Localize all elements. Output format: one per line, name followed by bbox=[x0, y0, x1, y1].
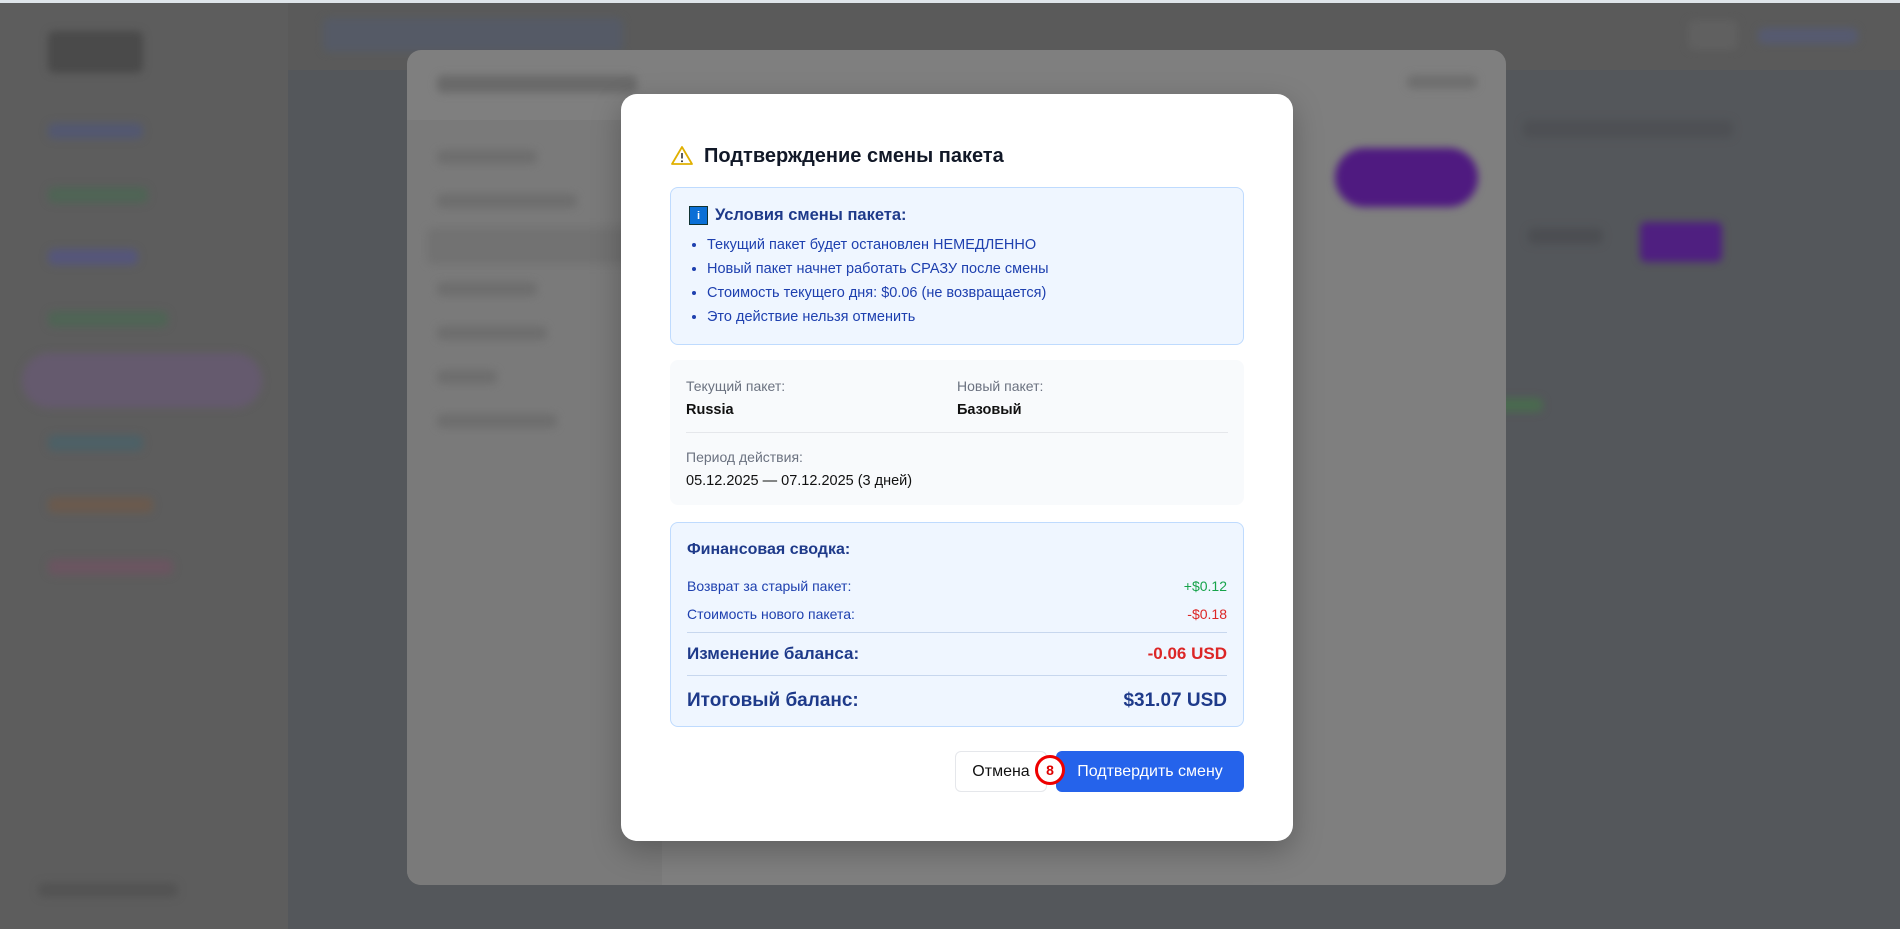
sidebar-item[interactable] bbox=[48, 187, 148, 203]
balance-change-row: Изменение баланса: -0.06 USD bbox=[687, 637, 1227, 671]
period-label: Период действия: bbox=[686, 449, 803, 465]
app-logo bbox=[48, 31, 143, 73]
refund-row: Возврат за старый пакет: +$0.12 bbox=[687, 572, 1227, 600]
divider bbox=[687, 632, 1227, 633]
sidebar-item-active[interactable] bbox=[22, 353, 262, 408]
condition-item: Новый пакет начнет работать СРАЗУ после … bbox=[707, 257, 1225, 281]
period-value: 05.12.2025 — 07.12.2025 (3 дней) bbox=[686, 473, 913, 489]
new-package-label: Новый пакет: bbox=[957, 378, 1044, 394]
search-button[interactable] bbox=[1640, 222, 1722, 262]
new-cost-row: Стоимость нового пакета: -$0.18 bbox=[687, 600, 1227, 628]
marker-badge: 8 bbox=[1035, 755, 1065, 785]
breadcrumb bbox=[437, 75, 637, 93]
balance-change-label: Изменение баланса: bbox=[687, 644, 860, 663]
conditions-heading-text: Условия смены пакета: bbox=[715, 206, 907, 224]
financial-summary-heading: Финансовая сводка: bbox=[687, 541, 851, 558]
new-package-value: Базовый bbox=[957, 402, 1022, 418]
confirm-package-change-dialog: Подтверждение смены пакета i Условия смен… bbox=[621, 94, 1293, 841]
sidebar-item[interactable] bbox=[48, 497, 153, 513]
header-icon-button[interactable] bbox=[1688, 20, 1738, 50]
user-detail-nav-backdrop bbox=[407, 120, 662, 885]
sidebar-item[interactable] bbox=[48, 435, 143, 451]
total-balance-value: $31.07 USD bbox=[1123, 690, 1227, 711]
sidebar-item[interactable] bbox=[48, 559, 173, 575]
conditions-heading: i Условия смены пакета: bbox=[689, 206, 1225, 225]
tab-item[interactable] bbox=[1523, 120, 1733, 138]
conditions-box: i Условия смены пакета: Текущий пакет буд… bbox=[670, 187, 1244, 345]
current-package-label: Текущий пакет: bbox=[686, 378, 786, 394]
condition-item: Стоимость текущего дня: $0.06 (не возвра… bbox=[707, 281, 1225, 305]
app-sidebar-backdrop bbox=[0, 3, 288, 929]
add-button[interactable] bbox=[1335, 148, 1478, 207]
sidebar-item[interactable] bbox=[48, 249, 138, 265]
divider bbox=[686, 432, 1228, 433]
warning-triangle-icon bbox=[671, 146, 693, 165]
refund-value: +$0.12 bbox=[1183, 578, 1227, 594]
sidebar-item[interactable] bbox=[48, 311, 168, 327]
sidebar-item[interactable] bbox=[48, 123, 143, 139]
package-details-box: Текущий пакет: Russia Новый пакет: Базов… bbox=[670, 360, 1244, 505]
total-balance-row: Итоговый баланс: $31.07 USD bbox=[687, 680, 1227, 722]
browser-top-strip bbox=[0, 0, 1900, 3]
condition-item: Текущий пакет будет остановлен НЕМЕДЛЕНН… bbox=[707, 233, 1225, 257]
filter-button[interactable] bbox=[1528, 228, 1603, 244]
info-icon: i bbox=[689, 206, 708, 225]
condition-item: Это действие нельзя отменить bbox=[707, 305, 1225, 329]
refund-label: Возврат за старый пакет: bbox=[687, 578, 852, 594]
financial-summary-box: Финансовая сводка: Возврат за старый пак… bbox=[670, 522, 1244, 727]
sidebar-footer-link[interactable] bbox=[38, 883, 178, 897]
total-balance-label: Итоговый баланс: bbox=[687, 690, 859, 711]
close-link[interactable] bbox=[1407, 75, 1477, 89]
new-cost-label: Стоимость нового пакета: bbox=[687, 606, 855, 622]
balance-change-value: -0.06 USD bbox=[1147, 644, 1227, 663]
cancel-button[interactable]: Отмена bbox=[955, 751, 1047, 792]
new-cost-value: -$0.18 bbox=[1187, 606, 1227, 622]
conditions-list: Текущий пакет будет остановлен НЕМЕДЛЕНН… bbox=[689, 233, 1225, 329]
current-package-value: Russia bbox=[686, 402, 734, 418]
divider bbox=[687, 675, 1227, 676]
dialog-title-text: Подтверждение смены пакета bbox=[704, 144, 1004, 167]
language-selector[interactable] bbox=[1758, 28, 1858, 44]
dialog-title: Подтверждение смены пакета bbox=[670, 144, 1004, 168]
header-chips[interactable] bbox=[323, 18, 623, 52]
confirm-change-button[interactable]: Подтвердить смену bbox=[1056, 751, 1244, 792]
